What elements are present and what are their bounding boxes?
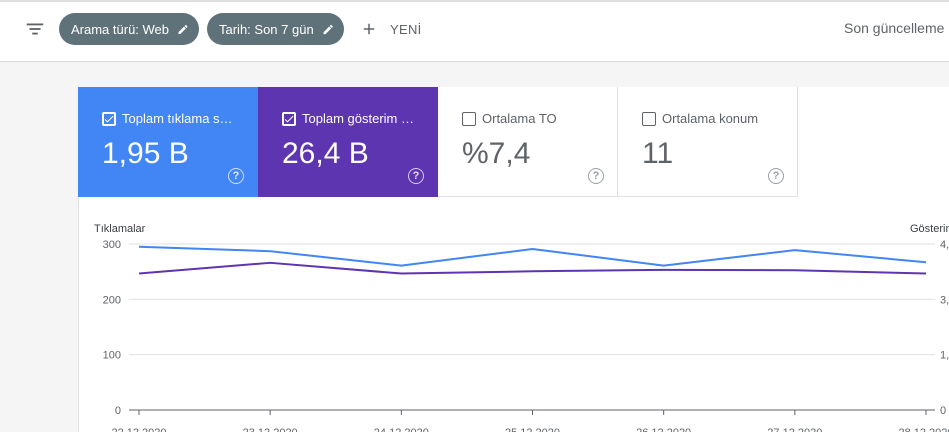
x-tick-label: 25.12.2020 xyxy=(505,427,560,432)
metric-total-impressions[interactable]: Toplam gösterim sayısı 26,4 B ? xyxy=(258,87,438,197)
y-tick-right: 3, xyxy=(940,294,949,306)
x-tick-label: 27.12.2020 xyxy=(767,427,822,432)
series-line-impressions xyxy=(138,261,927,275)
last-updated-text: Son güncelleme xyxy=(844,20,945,36)
x-tick-label: 23.12.2020 xyxy=(243,427,298,432)
metric-checkbox[interactable] xyxy=(282,112,296,126)
metric-value: 1,95 B xyxy=(102,137,189,170)
help-icon[interactable]: ? xyxy=(768,168,784,184)
x-tick-label: 24.12.2020 xyxy=(374,427,429,432)
performance-chart: Tıklamalar Gösterim 0 0 100 1, 200 3, 300 4, 22.12… xyxy=(94,223,949,432)
metric-average-position[interactable]: Ortalama konum 11 ? xyxy=(618,87,798,197)
help-icon[interactable]: ? xyxy=(588,168,604,184)
date-range-chip-label: Tarih: Son 7 gün xyxy=(219,21,314,37)
search-type-chip-label: Arama türü: Web xyxy=(71,21,170,37)
y-tick-left: 0 xyxy=(115,405,121,417)
metric-label: Toplam gösterim sayısı xyxy=(302,111,414,126)
check-icon xyxy=(284,115,294,123)
metric-checkbox[interactable] xyxy=(102,112,116,126)
x-tick-label: 22.12.2020 xyxy=(111,427,166,432)
metric-total-clicks[interactable]: Toplam tıklama sayısı 1,95 B ? xyxy=(78,87,258,197)
metric-value: %7,4 xyxy=(462,137,531,170)
series-line-clicks xyxy=(138,245,927,267)
new-filter-button[interactable]: YENİ xyxy=(360,17,422,41)
plus-icon xyxy=(363,23,375,35)
y-tick-right: 4, xyxy=(940,239,949,251)
new-filter-label: YENİ xyxy=(390,21,422,37)
y-tick-left: 300 xyxy=(103,239,121,251)
search-type-chip[interactable]: Arama türü: Web xyxy=(59,13,199,45)
metric-average-ctr[interactable]: Ortalama TO %7,4 ? xyxy=(438,87,618,197)
help-icon[interactable]: ? xyxy=(408,168,424,184)
y-axis-title-left: Tıklamalar xyxy=(94,223,146,235)
help-icon[interactable]: ? xyxy=(228,168,244,184)
pencil-icon xyxy=(323,24,333,34)
metric-value: 11 xyxy=(642,137,674,170)
check-icon xyxy=(104,115,114,123)
metric-label: Toplam tıklama sayısı xyxy=(122,111,234,126)
date-range-chip[interactable]: Tarih: Son 7 gün xyxy=(207,13,344,45)
y-tick-right: 1, xyxy=(940,350,949,362)
y-tick-left: 100 xyxy=(103,350,121,362)
metric-checkbox[interactable] xyxy=(462,112,476,126)
x-tick-label: 28.12.2020 xyxy=(898,427,949,432)
toolbar-top-divider xyxy=(0,0,949,2)
filter-list-icon[interactable] xyxy=(24,18,46,40)
metric-label: Ortalama TO xyxy=(482,111,557,126)
metric-label: Ortalama konum xyxy=(662,111,759,126)
y-tick-right: 0 xyxy=(940,405,946,417)
x-tick-label: 26.12.2020 xyxy=(636,427,691,432)
metric-value: 26,4 B xyxy=(282,137,369,170)
metric-checkbox[interactable] xyxy=(642,112,656,126)
pencil-icon xyxy=(178,24,188,34)
y-axis-title-right: Gösterim xyxy=(910,223,949,235)
top-toolbar: Arama türü: Web Tarih: Son 7 gün YENİ So… xyxy=(0,0,949,62)
y-tick-left: 200 xyxy=(103,294,121,306)
